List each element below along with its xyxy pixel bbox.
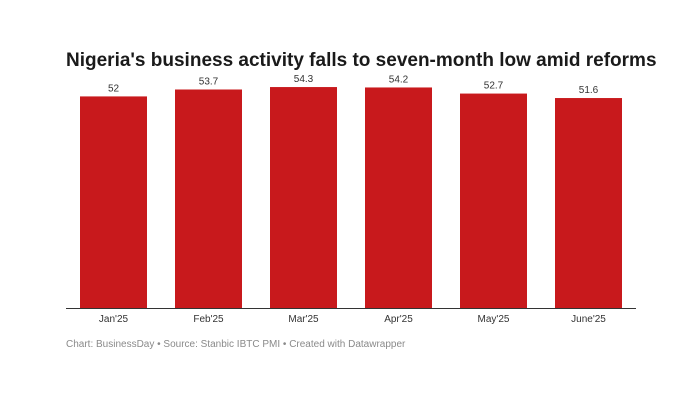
value-labels-group: 52 53.7 54.3 54.2 52.7 51.6 <box>108 74 599 96</box>
bar-value-label-2: 54.3 <box>294 74 314 85</box>
x-tick-label-1: Feb'25 <box>193 314 224 325</box>
bar-value-label-1: 53.7 <box>199 76 219 87</box>
bar-1 <box>175 89 242 308</box>
x-tick-label-3: Apr'25 <box>384 314 413 325</box>
bar-value-label-5: 51.6 <box>579 85 599 96</box>
bar-5 <box>555 98 622 308</box>
bar-0 <box>80 96 147 309</box>
bar-2 <box>270 87 337 308</box>
x-tick-label-4: May'25 <box>478 314 510 325</box>
bar-3 <box>365 87 432 308</box>
chart-footer-credit: Chart: BusinessDay • Source: Stanbic IBT… <box>66 339 406 350</box>
x-tick-label-2: Mar'25 <box>288 314 319 325</box>
bar-value-label-3: 54.2 <box>389 74 409 85</box>
bars-group <box>80 87 622 309</box>
bar-value-label-0: 52 <box>108 83 120 94</box>
chart-title: Nigeria's business activity falls to sev… <box>66 50 657 71</box>
bar-value-label-4: 52.7 <box>484 81 504 92</box>
x-tick-label-5: June'25 <box>571 314 606 325</box>
bar-4 <box>460 93 527 308</box>
x-tick-label-0: Jan'25 <box>99 314 129 325</box>
x-tick-labels-group: Jan'25 Feb'25 Mar'25 Apr'25 May'25 June'25 <box>99 314 606 325</box>
